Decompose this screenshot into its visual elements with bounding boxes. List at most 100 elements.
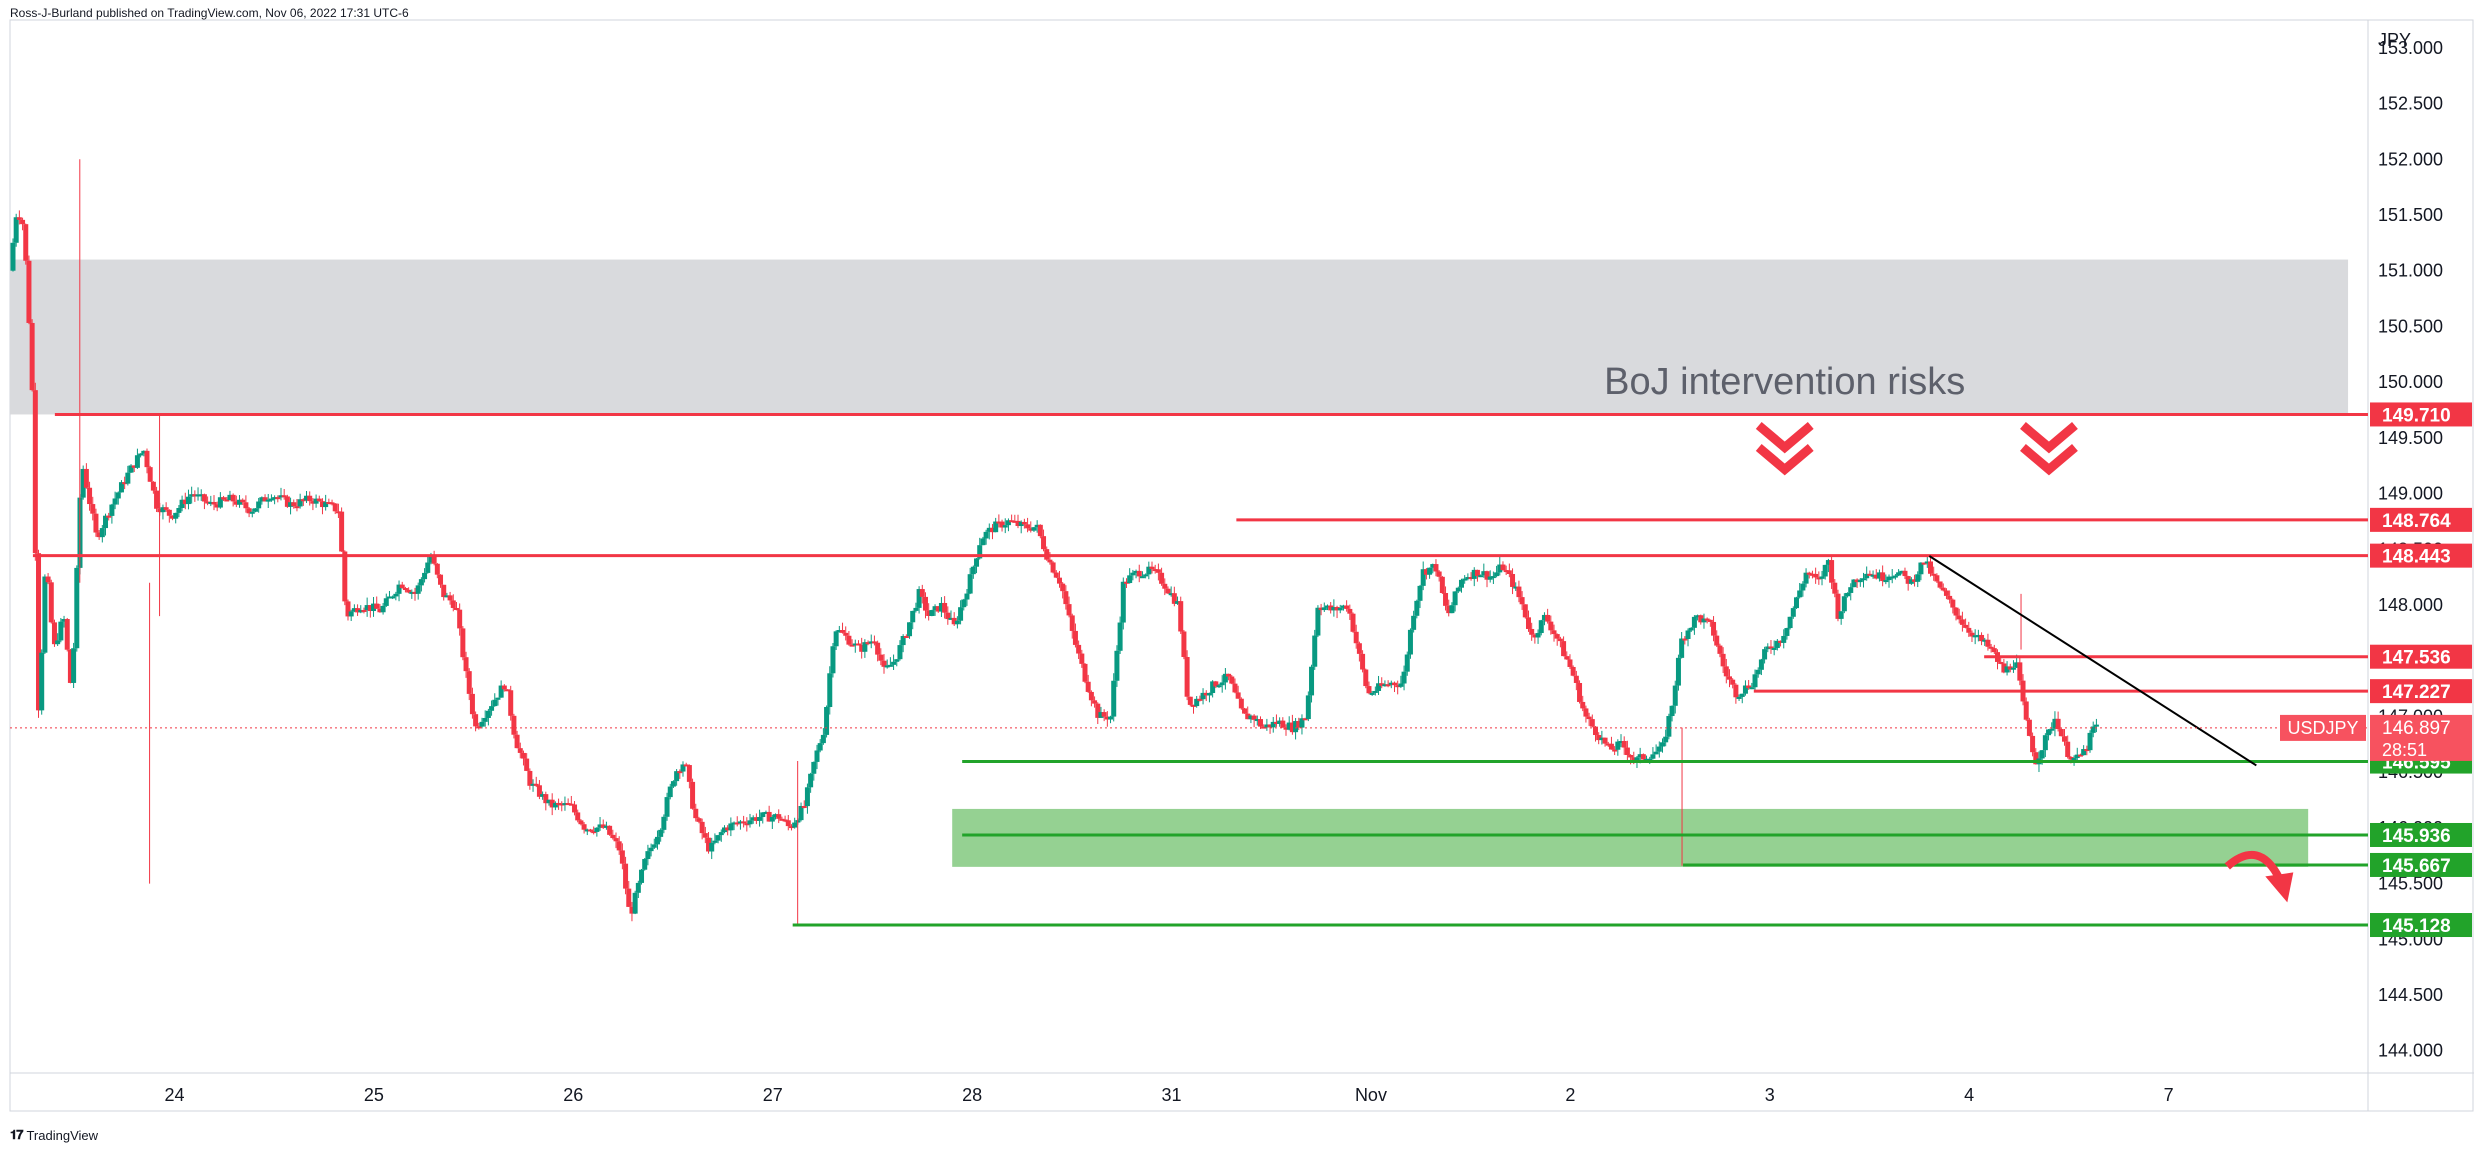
candle-down [1586, 716, 1592, 720]
candle-down [1433, 564, 1439, 572]
candle-down [406, 589, 412, 593]
candle-down [1714, 635, 1720, 646]
candle-up [1309, 666, 1315, 696]
candle-up [1774, 640, 1780, 648]
candle-down [1979, 634, 1985, 642]
candle-up [128, 465, 134, 473]
candle-up [428, 556, 434, 563]
candle-down [1570, 666, 1576, 676]
candle-down [67, 649, 73, 683]
candle-up [1644, 758, 1650, 761]
candle-up [1286, 722, 1292, 730]
candle-down [1076, 644, 1082, 654]
candle-down [1025, 524, 1031, 529]
candle-up [1449, 605, 1455, 614]
chevron-down-icon [1755, 421, 1814, 454]
candle-up [664, 797, 670, 817]
candle-down [291, 502, 297, 507]
candle-down [1149, 566, 1155, 570]
x-tick-label: 27 [763, 1085, 783, 1105]
candle-up [1666, 716, 1672, 737]
trend-line[interactable] [1928, 555, 2257, 767]
candle-up [1691, 616, 1697, 628]
candle-up [852, 643, 858, 646]
candle-down [677, 771, 683, 774]
candle-down [1506, 570, 1512, 574]
zone-green [952, 808, 2309, 867]
candle-down [1580, 701, 1586, 709]
annotation-text[interactable]: BoJ intervention risks [1604, 361, 1965, 403]
candle-up [1219, 682, 1225, 686]
chevron-down-icon [2020, 443, 2078, 476]
x-tick-label: 28 [962, 1085, 982, 1105]
candle-down [919, 589, 925, 597]
candle-down [1187, 696, 1193, 705]
candle-up [731, 822, 737, 825]
candle-down [1232, 683, 1238, 693]
tradingview-footer[interactable]: 𝟏𝟕 TradingView [10, 1127, 98, 1143]
candle-up [1787, 616, 1793, 629]
candle-up [173, 512, 179, 519]
candle-down [587, 829, 593, 832]
candle-up [1535, 633, 1541, 638]
candle-up [1372, 690, 1378, 693]
candle-down [1101, 712, 1107, 717]
candle-up [907, 622, 913, 637]
candle-up [1254, 719, 1260, 722]
candle-down [1532, 634, 1538, 638]
candle-up [1222, 673, 1228, 683]
symbol-tag[interactable] [2280, 714, 2366, 741]
candle-up [1497, 564, 1503, 573]
candle-down [989, 527, 995, 533]
candle-up [1462, 578, 1468, 581]
candle-down [163, 507, 169, 510]
candle-up [1908, 579, 1914, 584]
candle-down [1066, 604, 1072, 616]
candle-up [383, 598, 389, 606]
candle-up [485, 710, 491, 718]
y-tick-label: 144.000 [2378, 1041, 2443, 1061]
candle-up [1175, 601, 1181, 604]
candle-down [1197, 698, 1203, 701]
candle-down [1095, 703, 1101, 718]
candle-down [1943, 590, 1949, 596]
candle-up [297, 499, 303, 507]
current-price-badge [2370, 714, 2472, 761]
candle-up [371, 603, 377, 612]
chart-frame [9, 19, 2474, 1112]
candle-up [195, 494, 201, 497]
candle-up [109, 504, 115, 516]
candle-up [1771, 647, 1777, 650]
candle-up [680, 764, 686, 772]
candle-down [1545, 614, 1551, 622]
price-badge-value: 145.667 [2382, 856, 2451, 877]
candle-down [150, 481, 156, 491]
candle-down [1184, 656, 1190, 697]
candle-down [1602, 737, 1608, 744]
candle-up [74, 567, 80, 649]
candle-down [1621, 741, 1627, 748]
symbol-tag-label: USDJPY [2287, 718, 2358, 738]
candle-down [192, 494, 198, 497]
candle-down [32, 390, 38, 554]
candle-up [1634, 757, 1640, 761]
candle-up [1388, 682, 1394, 685]
candle-up [1111, 680, 1117, 717]
candle-down [1529, 628, 1535, 635]
candle-up [444, 595, 450, 598]
candle-down [441, 584, 447, 598]
candle-up [929, 610, 935, 616]
candle-up [2014, 662, 2020, 668]
candle-up [932, 606, 938, 611]
candle-down [1283, 727, 1289, 730]
candle-down [20, 219, 26, 225]
candle-down [90, 504, 96, 514]
x-tick-label: 7 [2164, 1085, 2174, 1105]
candle-up [498, 685, 504, 698]
candle-up [1915, 574, 1921, 582]
candle-up [2042, 735, 2048, 751]
candle-down [1902, 570, 1908, 577]
candle-up [390, 596, 396, 599]
candle-down [1905, 576, 1911, 584]
